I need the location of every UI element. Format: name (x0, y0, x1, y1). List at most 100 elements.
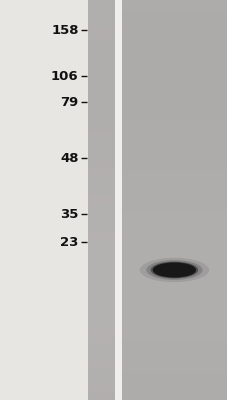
Bar (121, 157, 227, 160)
Bar (87, 370, 115, 373)
Bar (121, 37, 227, 40)
Bar (121, 210, 227, 213)
Bar (87, 187, 115, 190)
Bar (121, 177, 227, 180)
Bar (121, 330, 227, 333)
Bar (87, 140, 115, 143)
Bar (121, 53, 227, 57)
Bar (121, 150, 227, 153)
Bar (121, 43, 227, 47)
Bar (87, 280, 115, 283)
Text: 158: 158 (51, 24, 78, 36)
Bar (87, 333, 115, 337)
Bar (87, 97, 115, 100)
Bar (87, 357, 115, 360)
Bar (121, 387, 227, 390)
Bar (121, 163, 227, 167)
Bar (87, 290, 115, 293)
Bar (121, 67, 227, 70)
Bar (121, 153, 227, 157)
Bar (87, 77, 115, 80)
Bar (121, 170, 227, 173)
Bar (87, 270, 115, 273)
Bar (121, 27, 227, 30)
Bar (121, 260, 227, 263)
Bar (121, 323, 227, 327)
Bar (87, 150, 115, 153)
Bar (87, 397, 115, 400)
Bar (87, 360, 115, 363)
Bar (121, 297, 227, 300)
Bar (87, 153, 115, 157)
Bar (87, 127, 115, 130)
Bar (87, 163, 115, 167)
Bar (87, 20, 115, 23)
Bar (121, 240, 227, 243)
Bar (87, 50, 115, 53)
Bar (87, 373, 115, 377)
Ellipse shape (146, 260, 202, 280)
Bar (87, 377, 115, 380)
Bar (121, 363, 227, 367)
Bar (87, 53, 115, 57)
Bar (121, 300, 227, 303)
Bar (87, 157, 115, 160)
Bar (121, 293, 227, 297)
Bar (121, 277, 227, 280)
Bar (121, 63, 227, 67)
Ellipse shape (139, 258, 208, 282)
Bar (121, 13, 227, 17)
Bar (121, 100, 227, 103)
Bar (121, 77, 227, 80)
Bar (121, 233, 227, 237)
Bar (121, 103, 227, 107)
Bar (121, 367, 227, 370)
Bar (87, 40, 115, 43)
Bar (121, 90, 227, 93)
Bar (121, 347, 227, 350)
Bar (87, 37, 115, 40)
Bar (121, 353, 227, 357)
Bar (121, 393, 227, 397)
Bar (87, 73, 115, 77)
Bar (87, 87, 115, 90)
Bar (121, 147, 227, 150)
Bar (121, 207, 227, 210)
Bar (87, 343, 115, 347)
Bar (87, 113, 115, 117)
Bar (87, 300, 115, 303)
Bar (121, 357, 227, 360)
Bar (121, 97, 227, 100)
Bar (121, 120, 227, 123)
Bar (87, 350, 115, 353)
Bar (87, 143, 115, 147)
Bar (87, 190, 115, 193)
Bar (87, 283, 115, 287)
Bar (87, 310, 115, 313)
Bar (121, 317, 227, 320)
Bar (121, 303, 227, 307)
Bar (121, 320, 227, 323)
Bar (87, 320, 115, 323)
Bar (121, 3, 227, 7)
Bar (121, 247, 227, 250)
Bar (121, 243, 227, 247)
Bar (121, 267, 227, 270)
Bar (87, 220, 115, 223)
Bar (121, 280, 227, 283)
Bar (87, 367, 115, 370)
Bar (121, 270, 227, 273)
Bar (121, 87, 227, 90)
Bar (121, 17, 227, 20)
Bar (121, 60, 227, 63)
Bar (121, 190, 227, 193)
Bar (87, 393, 115, 397)
Bar (87, 317, 115, 320)
Bar (121, 193, 227, 197)
Bar (121, 290, 227, 293)
Bar (87, 210, 115, 213)
Bar (121, 263, 227, 267)
Bar (121, 93, 227, 97)
Bar (121, 30, 227, 33)
Bar (121, 123, 227, 127)
